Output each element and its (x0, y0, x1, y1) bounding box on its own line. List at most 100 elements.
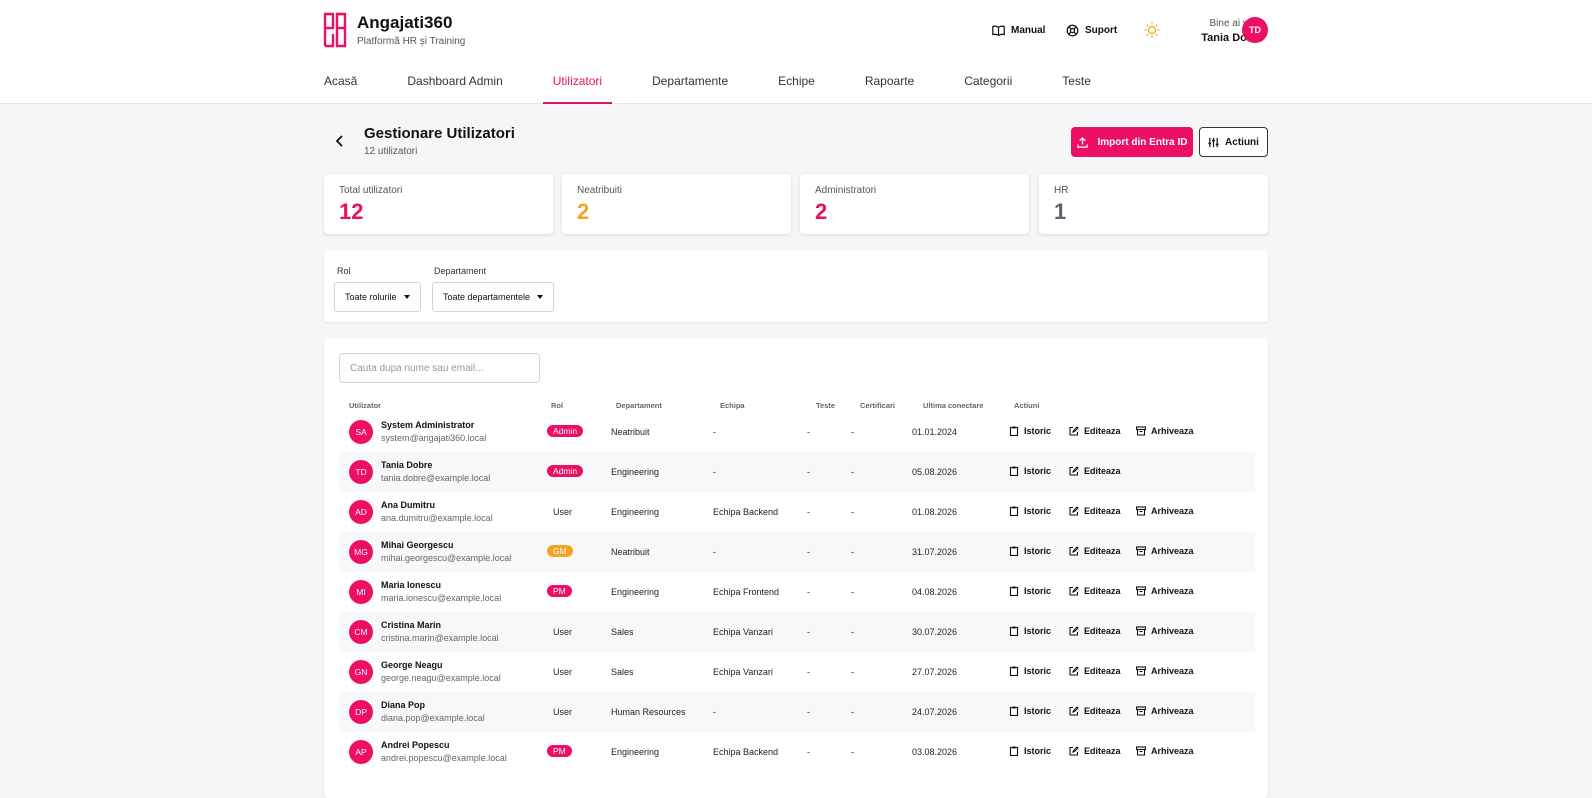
archive-button[interactable]: Arhiveaza (1136, 426, 1194, 436)
dept-filter-select[interactable]: Toate departamentele (432, 282, 554, 312)
search-input[interactable] (339, 353, 540, 383)
user-avatar[interactable]: TD (1242, 17, 1268, 43)
archive-icon (1136, 546, 1146, 556)
edit-button[interactable]: Editeaza (1069, 626, 1121, 636)
edit-button[interactable]: Editeaza (1069, 466, 1121, 476)
department-cell: Neatribuit (611, 547, 650, 557)
history-button[interactable]: Istoric (1009, 586, 1051, 596)
team-cell: Echipa Backend (713, 507, 779, 517)
edit-button[interactable]: Editeaza (1069, 586, 1121, 596)
archive-button[interactable]: Arhiveaza (1136, 666, 1194, 676)
user-email: diana.pop@example.local (381, 713, 485, 723)
table-row: DP Diana Pop diana.pop@example.local Use… (339, 692, 1255, 732)
history-label: Istoric (1024, 426, 1052, 436)
user-email: maria.ionescu@example.local (381, 593, 502, 603)
archive-icon (1136, 626, 1146, 636)
tab-departamente[interactable]: Departamente (652, 74, 729, 88)
avatar: AP (349, 740, 373, 764)
book-icon (992, 25, 1005, 37)
archive-button[interactable]: Arhiveaza (1136, 546, 1194, 556)
edit-button[interactable]: Editeaza (1069, 706, 1121, 716)
edit-label: Editeaza (1084, 666, 1121, 676)
tests-cell: - (807, 467, 810, 477)
edit-label: Editeaza (1084, 466, 1121, 476)
role-badge: Admin (547, 425, 584, 437)
stat-label: Total utilizatori (339, 185, 403, 196)
avatar: AD (349, 500, 373, 524)
user-name: Andrei Popescu (381, 740, 450, 750)
clipboard-icon (1009, 506, 1019, 516)
archive-button[interactable]: Arhiveaza (1136, 586, 1194, 596)
clipboard-icon (1009, 626, 1019, 636)
role-filter-select[interactable]: Toate rolurile (334, 282, 421, 312)
import-entra-button[interactable]: Import din Entra ID (1071, 127, 1193, 157)
tab-dashboard-admin[interactable]: Dashboard Admin (407, 74, 503, 88)
sun-icon[interactable] (1144, 22, 1160, 38)
archive-button[interactable]: Arhiveaza (1136, 626, 1194, 636)
clipboard-icon (1009, 586, 1019, 596)
tab-echipe[interactable]: Echipe (778, 74, 815, 88)
clipboard-icon (1009, 466, 1019, 476)
table-row: TD Tania Dobre tania.dobre@example.local… (339, 452, 1255, 492)
user-name: Tania Dobre (381, 460, 433, 470)
tab-teste[interactable]: Teste (1062, 74, 1091, 88)
edit-button[interactable]: Editeaza (1069, 746, 1121, 756)
actions-button[interactable]: Actiuni (1199, 127, 1268, 157)
role-text: User (553, 627, 573, 637)
edit-label: Editeaza (1084, 506, 1121, 516)
table-row: CM Cristina Marin cristina.marin@example… (339, 612, 1255, 652)
history-button[interactable]: Istoric (1009, 506, 1051, 516)
edit-icon (1069, 626, 1079, 636)
history-button[interactable]: Istoric (1009, 426, 1051, 436)
history-button[interactable]: Istoric (1009, 466, 1051, 476)
archive-label: Arhiveaza (1151, 506, 1194, 516)
team-cell: Echipa Vanzari (713, 627, 773, 637)
role-text: User (553, 667, 573, 677)
archive-button[interactable]: Arhiveaza (1136, 506, 1194, 516)
tab-categorii[interactable]: Categorii (964, 74, 1013, 88)
user-email: ana.dumitru@example.local (381, 513, 493, 523)
table-row: GN George Neagu george.neagu@example.loc… (339, 652, 1255, 692)
history-label: Istoric (1024, 466, 1052, 476)
manual-link[interactable]: Manual (992, 24, 1045, 37)
edit-button[interactable]: Editeaza (1069, 426, 1121, 436)
archive-label: Arhiveaza (1151, 586, 1194, 596)
col-header-department: Departament (616, 401, 662, 410)
page-subtitle: 12 utilizatori (364, 146, 418, 157)
brand-logo-icon[interactable] (323, 12, 347, 48)
history-button[interactable]: Istoric (1009, 546, 1051, 556)
tab-acasa[interactable]: Acasă (324, 74, 358, 88)
edit-icon (1069, 746, 1079, 756)
history-label: Istoric (1024, 546, 1052, 556)
archive-label: Arhiveaza (1151, 426, 1194, 436)
back-arrow-icon[interactable] (332, 133, 348, 149)
history-button[interactable]: Istoric (1009, 666, 1051, 676)
history-button[interactable]: Istoric (1009, 626, 1051, 636)
clipboard-icon (1009, 546, 1019, 556)
stat-value: 2 (815, 199, 828, 224)
history-button[interactable]: Istoric (1009, 746, 1051, 756)
caret-down-icon (404, 295, 410, 299)
stat-value: 2 (577, 199, 590, 224)
col-header-last-login: Ultima conectare (923, 401, 984, 410)
tab-utilizatori[interactable]: Utilizatori (542, 64, 627, 104)
stat-value: 12 (339, 199, 364, 224)
edit-label: Editeaza (1084, 546, 1121, 556)
edit-button[interactable]: Editeaza (1069, 546, 1121, 556)
user-name: Diana Pop (381, 700, 426, 710)
history-button[interactable]: Istoric (1009, 706, 1051, 716)
stat-label: HR (1054, 185, 1069, 196)
edit-label: Editeaza (1084, 426, 1121, 436)
edit-button[interactable]: Editeaza (1069, 666, 1121, 676)
archive-button[interactable]: Arhiveaza (1136, 746, 1194, 756)
archive-label: Arhiveaza (1151, 546, 1194, 556)
tests-cell: - (807, 707, 810, 717)
archive-button[interactable]: Arhiveaza (1136, 706, 1194, 716)
edit-icon (1069, 506, 1079, 516)
upload-icon (1076, 136, 1088, 148)
dept-filter-value: Toate departamentele (443, 292, 531, 302)
archive-icon (1136, 706, 1146, 716)
support-link[interactable]: Suport (1066, 24, 1117, 37)
edit-button[interactable]: Editeaza (1069, 506, 1121, 516)
tab-rapoarte[interactable]: Rapoarte (864, 74, 915, 88)
